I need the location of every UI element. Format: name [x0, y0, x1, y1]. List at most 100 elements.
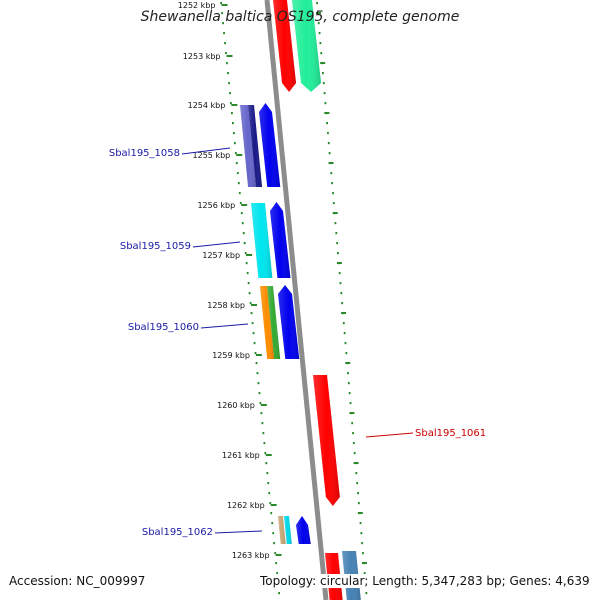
track-dot [365, 592, 368, 595]
track-dot [276, 572, 279, 575]
gene-feature-shade [267, 286, 281, 359]
track-dot [328, 152, 331, 155]
gene-feature-shade [260, 286, 275, 359]
track-dot [356, 482, 359, 485]
kbp-tick-mark [236, 154, 243, 156]
kbp-tick-label: 1256 kbp [197, 201, 235, 210]
track-dot [239, 202, 242, 205]
gene-label[interactable]: Sbal195_1061 [415, 428, 486, 439]
track-dot [337, 252, 339, 255]
track-dot [352, 432, 354, 435]
gene-label[interactable]: Sbal195_1058 [109, 148, 180, 159]
kbp-tick-mark [221, 4, 228, 6]
track-dot [332, 192, 334, 195]
track-dot [249, 302, 252, 305]
track-dot [271, 522, 274, 525]
kbp-tick-mark [265, 454, 272, 456]
track-dot [228, 82, 230, 85]
track-dot [267, 482, 270, 485]
genome-title: Shewanella baltica OS195, complete genom… [140, 9, 460, 25]
track-dot [231, 112, 233, 115]
track-dot [357, 502, 360, 505]
gene-feature-shade [251, 203, 273, 278]
track-dot [355, 472, 358, 475]
kbp-tick-labels: 1252 kbp 1253 kbp 1254 kbp 1255 kbp 1256 kbp… [178, 1, 282, 560]
track-dot [234, 152, 237, 155]
gene-label[interactable]: Sbal195_1062 [142, 527, 213, 538]
track-dot [357, 492, 359, 495]
kbp-tick-label: 1262 kbp [227, 501, 265, 510]
track-dot [253, 342, 256, 345]
track-dot [335, 232, 338, 235]
track-tick [316, 12, 322, 14]
track-dot [351, 422, 354, 425]
track-tick [361, 562, 367, 564]
gene-labels: Sbal195_1058 Sbal195_1059 Sbal195_1060 Sbal… [109, 147, 486, 538]
gene-label[interactable]: Sbal195_1060 [128, 322, 199, 333]
track-dot [245, 262, 248, 265]
track-dot [257, 382, 260, 385]
track-dot [252, 332, 255, 335]
track-dot [320, 52, 323, 55]
track-dot [274, 552, 277, 555]
gene-feature-shade [240, 105, 257, 187]
track-dot [262, 432, 265, 435]
track-dot [258, 392, 261, 395]
track-dot [261, 422, 264, 425]
track-dot [317, 22, 320, 25]
track-dot [232, 132, 235, 135]
track-dot [265, 462, 268, 465]
gene-feature-shade [278, 285, 300, 359]
track-dot [270, 512, 273, 515]
track-dot [233, 142, 236, 145]
kbp-tick-label: 1258 kbp [207, 301, 245, 310]
track-dot [259, 402, 262, 405]
track-dot [240, 212, 243, 215]
gene-feature-shade [296, 516, 311, 544]
kbp-tick-label: 1261 kbp [222, 451, 260, 460]
track-dot [352, 442, 355, 445]
track-dot [246, 272, 249, 275]
track-dot [343, 332, 346, 335]
track-dot [342, 322, 345, 325]
track-dot [256, 372, 259, 375]
kbp-tick-mark [260, 404, 267, 406]
track-dot [345, 352, 348, 355]
gene-label-leader [200, 323, 249, 329]
gene-feature-shade [248, 105, 263, 187]
track-tick [324, 112, 330, 114]
track-dot [319, 42, 322, 45]
track-dot [330, 172, 333, 175]
gene-feature-shade [273, 0, 297, 92]
track-dot [322, 82, 325, 85]
kbp-tick-mark [241, 204, 248, 206]
kbp-tick-label: 1255 kbp [193, 151, 231, 160]
track-dot [221, 12, 223, 15]
track-dot [241, 222, 244, 225]
track-dot [227, 72, 229, 75]
kbp-tick-mark [255, 354, 262, 356]
track-tick [345, 362, 351, 364]
gene-feature-shade [292, 0, 322, 92]
track-dot [269, 502, 272, 505]
track-dot [347, 372, 349, 375]
track-dot [349, 402, 352, 405]
track-dot [278, 592, 281, 595]
track-dot [272, 532, 275, 535]
gene-feature-shade [284, 516, 292, 544]
kbp-tick-mark [246, 254, 253, 256]
track-dot [318, 32, 321, 35]
track-dot [260, 412, 263, 415]
kbp-tick-mark [275, 554, 282, 556]
track-dot [340, 292, 343, 295]
track-dot [339, 282, 342, 285]
track-tick [353, 462, 359, 464]
gene-feature-shade [278, 516, 286, 544]
gene-label-leader [192, 241, 241, 248]
track-dot [264, 452, 267, 455]
track-dot [222, 22, 224, 25]
gene-feature-shade [259, 103, 281, 187]
track-dot [332, 202, 335, 205]
gene-label[interactable]: Sbal195_1059 [120, 241, 191, 252]
